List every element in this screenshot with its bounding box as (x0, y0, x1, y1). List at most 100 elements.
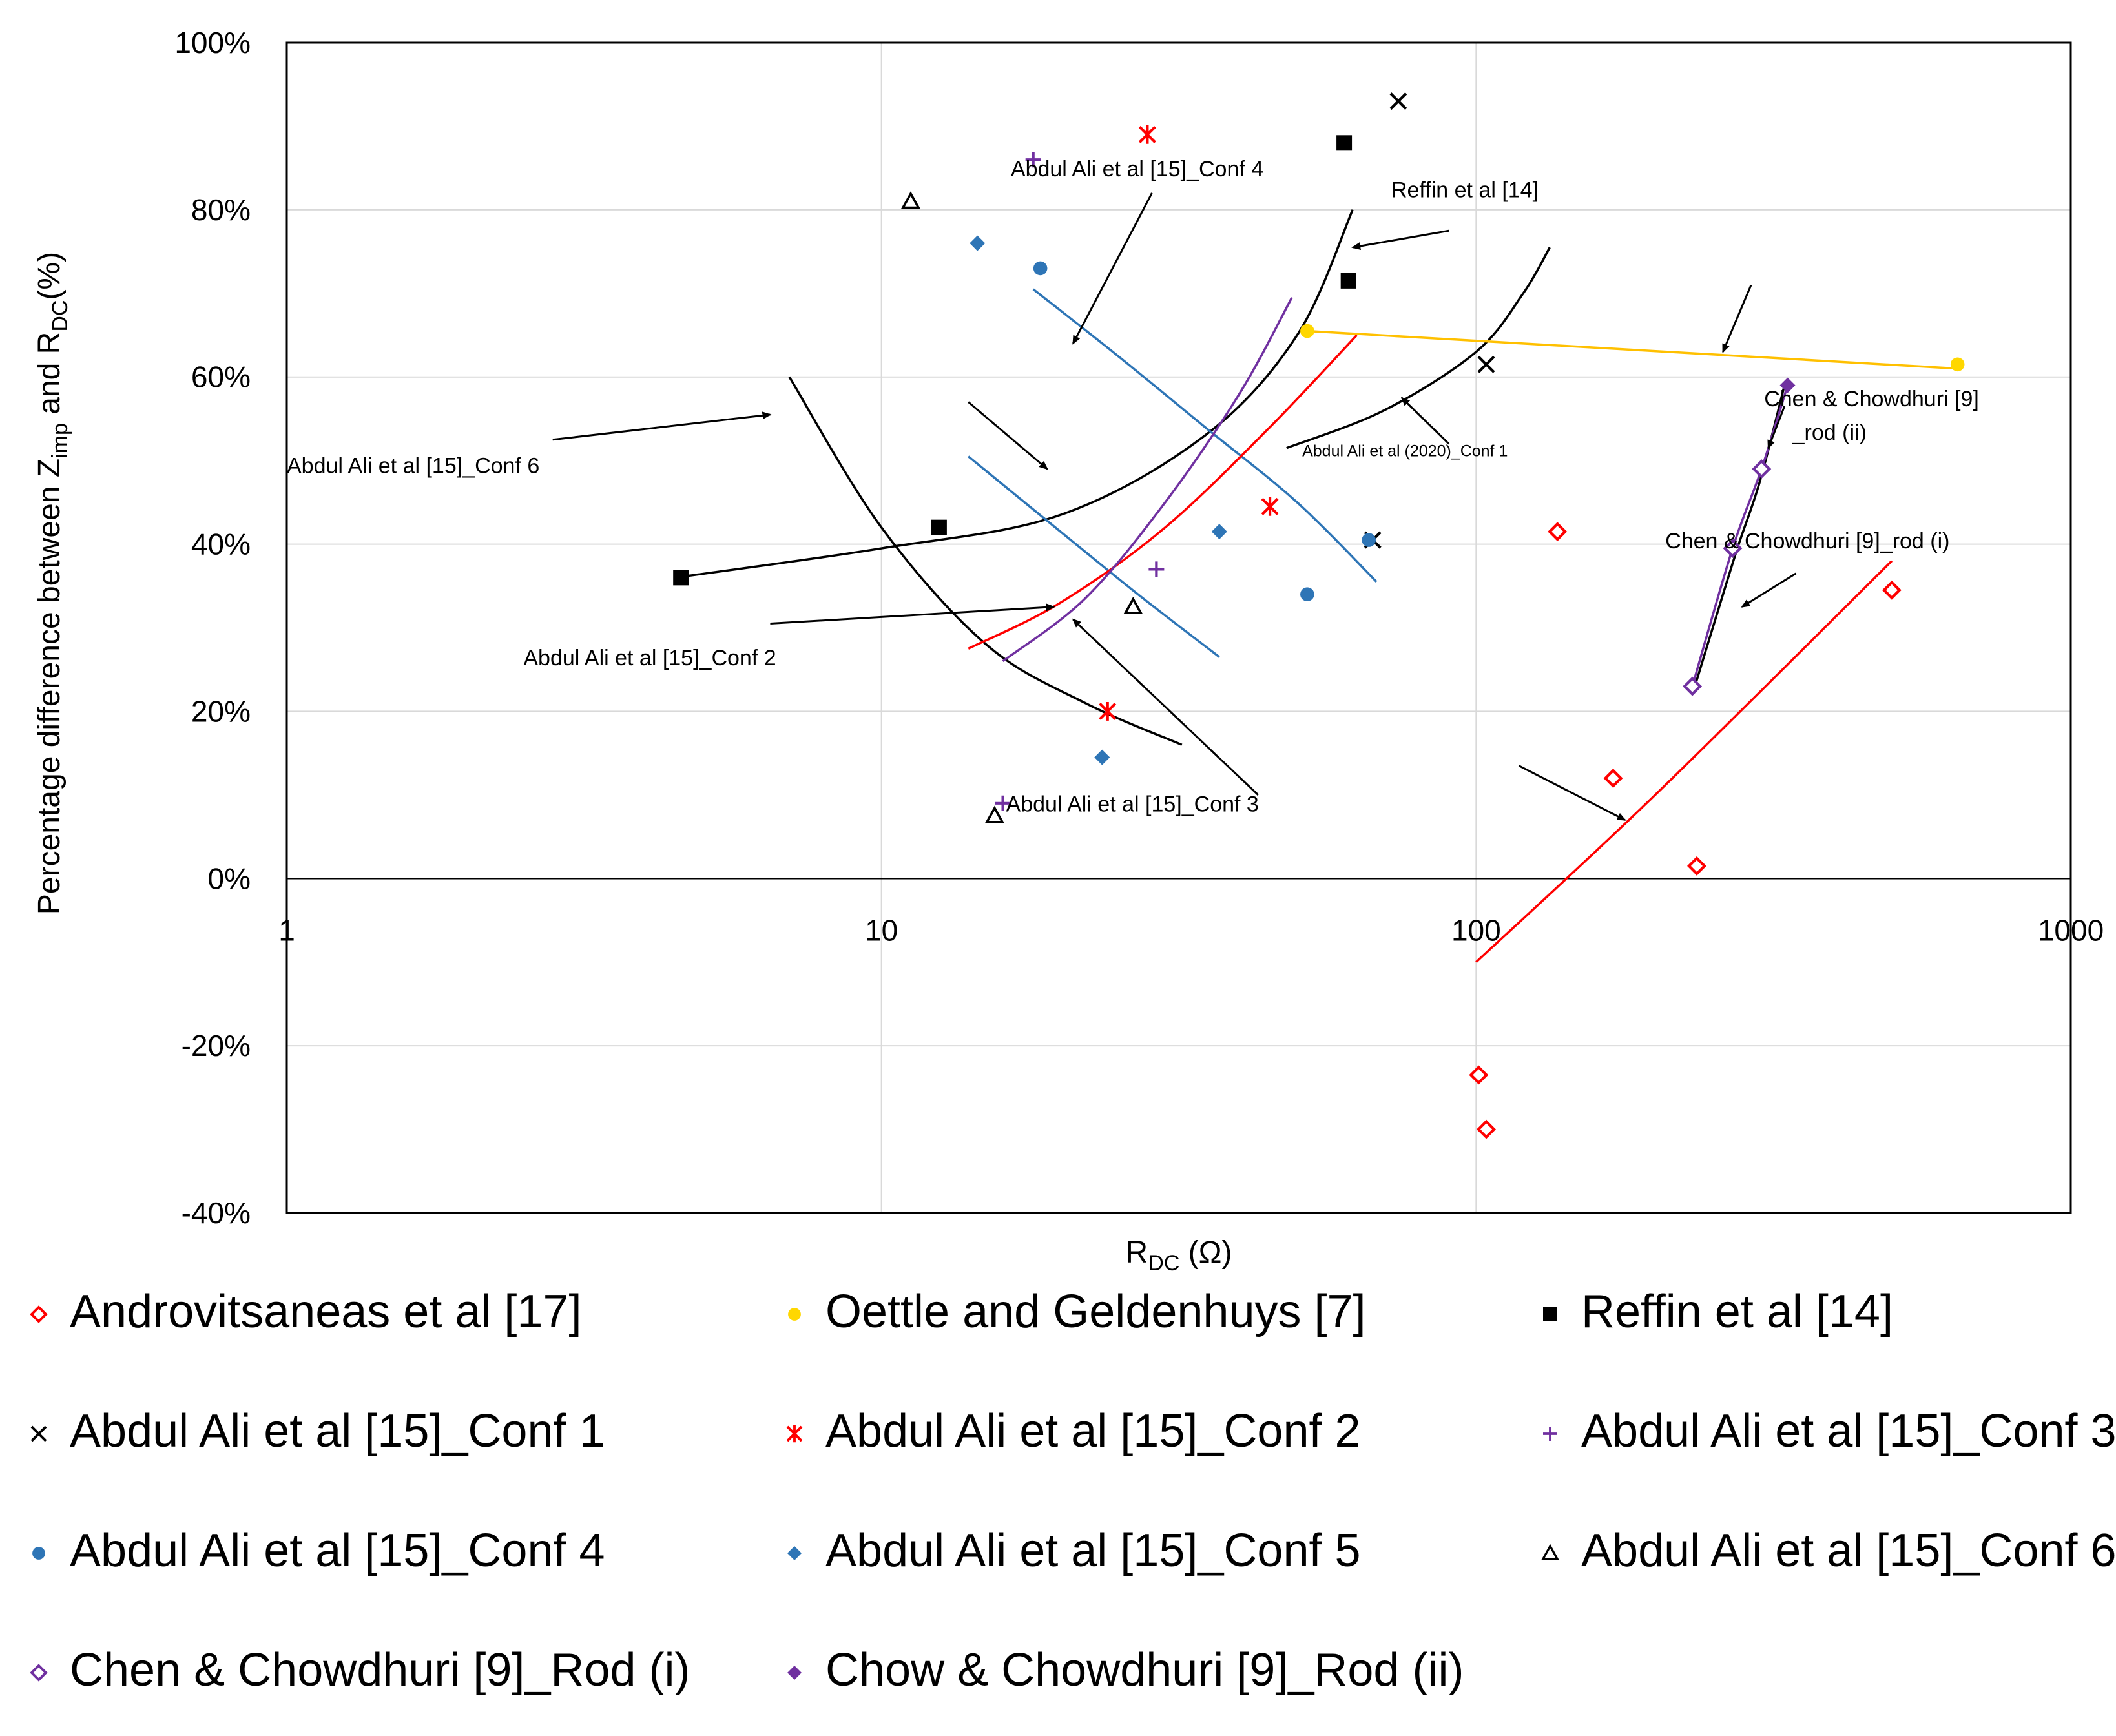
data-point (1752, 459, 1772, 479)
data-point (900, 191, 921, 209)
data-point (1094, 749, 1110, 765)
annotation-arrow (1722, 284, 1752, 353)
marker-shape (1541, 1544, 1559, 1560)
marker-shape (30, 1664, 48, 1682)
legend-marker-icon (787, 1666, 802, 1680)
y-tick-label: 100% (174, 26, 251, 59)
annotation-label: Abdul Ali et al [15]_Conf 4 (1011, 157, 1263, 181)
annotation-arrow (1518, 765, 1626, 822)
y-tick-label: 20% (191, 694, 251, 728)
marker-shape (1340, 273, 1356, 289)
trendline (1475, 560, 1893, 963)
marker-shape (1543, 1307, 1557, 1321)
data-point (673, 570, 689, 586)
trendline (968, 334, 1358, 650)
marker-shape (1950, 357, 1965, 372)
legend-marker (30, 1425, 47, 1442)
y-axis-title-sub1: imp (48, 423, 72, 459)
marker-shape (1469, 1065, 1489, 1085)
marker-shape (1752, 459, 1772, 479)
scatter-chart: 1 10 100 1000 100% 80% 60% 40% 20% 0% -20% -40% Ab… (32, 26, 2104, 1276)
legend-item: Abdul Ali et al [15]_Conf 6 (1531, 1524, 2116, 1577)
marker-shape (673, 570, 689, 586)
x-tick-label: 1000 (2038, 913, 2104, 947)
marker-shape (1033, 261, 1048, 276)
trendlines (675, 209, 1958, 963)
data-point (970, 235, 986, 251)
data-point (1099, 702, 1117, 721)
trendline (968, 455, 1220, 658)
marker-shape (1094, 749, 1110, 765)
y-tick-labels: 100% 80% 60% 40% 20% 0% -20% -40% (174, 26, 251, 1230)
marker-shape (1683, 676, 1703, 696)
marker-shape (1723, 539, 1743, 559)
data-point (1300, 324, 1314, 338)
data-point (1469, 1065, 1489, 1085)
y-tick-label: 40% (191, 528, 251, 561)
data-points (673, 92, 1965, 1139)
data-point (1340, 273, 1356, 289)
annotation-arrow (770, 603, 1055, 625)
annotations: Abdul Ali et al [15]_Conf 4 Reffin et al … (287, 157, 1979, 817)
y-axis-title-sub2: DC (48, 300, 72, 332)
legend: Androvitsaneas et al [17] Oettle and Geld… (0, 1285, 2116, 1711)
data-point (1148, 561, 1165, 577)
y-tick-label: 0% (208, 862, 251, 895)
legend-marker-icon (30, 1425, 47, 1442)
annotation-arrow (1741, 572, 1797, 608)
x-axis-title-main: R (1126, 1235, 1148, 1270)
legend-label: Abdul Ali et al [15]_Conf 5 (825, 1525, 1361, 1576)
data-point (1261, 497, 1279, 516)
trendline (1032, 288, 1378, 583)
legend-marker (788, 1308, 801, 1321)
legend-label: Reffin et al [14] (1581, 1286, 1893, 1338)
y-axis-title-part3: (%) (32, 252, 67, 300)
legend-marker (786, 1425, 803, 1443)
grid-lines (286, 42, 2071, 1214)
legend-item: Androvitsaneas et al [17] (19, 1285, 582, 1338)
legend-label: Abdul Ali et al [15]_Conf 2 (825, 1405, 1361, 1457)
y-tick-label: -20% (182, 1029, 251, 1062)
marker-shape (1362, 533, 1376, 547)
annotation-label: _rod (ii) (1792, 420, 1867, 445)
data-point (1603, 769, 1623, 788)
y-tick-label: 60% (191, 360, 251, 394)
legend-label: Androvitsaneas et al [17] (70, 1286, 582, 1338)
legend-item: Abdul Ali et al [15]_Conf 1 (19, 1405, 605, 1458)
legend-marker-icon (1543, 1307, 1557, 1321)
marker-shape (984, 805, 1004, 823)
annotation-label: Abdul Ali et al [15]_Conf 3 (1006, 792, 1259, 817)
data-point (1025, 152, 1041, 168)
marker-shape (30, 1425, 47, 1442)
data-point (1211, 524, 1227, 540)
legend-marker-icon (1541, 1544, 1559, 1560)
marker-shape (1300, 587, 1314, 602)
x-tick-label: 1 (278, 913, 295, 947)
marker-shape (970, 235, 986, 251)
legend-item: Abdul Ali et al [15]_Conf 3 (1531, 1405, 2116, 1458)
legend-item: Abdul Ali et al [15]_Conf 4 (19, 1524, 605, 1577)
annotation-arrow (552, 411, 772, 441)
marker-shape (1138, 125, 1156, 144)
marker-shape (787, 1666, 802, 1680)
data-point (995, 795, 1011, 811)
annotation-arrow (1351, 229, 1449, 250)
legend-marker (30, 1664, 48, 1682)
data-point (1723, 539, 1743, 559)
data-point (1389, 92, 1407, 110)
legend-marker (30, 1305, 48, 1323)
legend-label: Chow & Chowdhuri [9]_Rod (ii) (825, 1644, 1464, 1696)
annotation-label: Abdul Ali et al [15]_Conf 2 (523, 646, 776, 670)
marker-shape (32, 1547, 45, 1560)
legend-marker (787, 1666, 802, 1680)
y-axis-title-part2: and R (32, 332, 67, 423)
x-tick-label: 100 (1451, 913, 1501, 947)
legend-marker (32, 1547, 45, 1560)
legend-marker-icon (30, 1305, 48, 1323)
legend-marker-icon (30, 1664, 48, 1682)
legend-marker (1541, 1544, 1559, 1560)
legend-item: Oettle and Geldenhuys [7] (775, 1285, 1366, 1338)
x-axis-title-sub: DC (1148, 1251, 1179, 1276)
y-tick-label: 80% (191, 193, 251, 227)
data-point (984, 805, 1004, 823)
